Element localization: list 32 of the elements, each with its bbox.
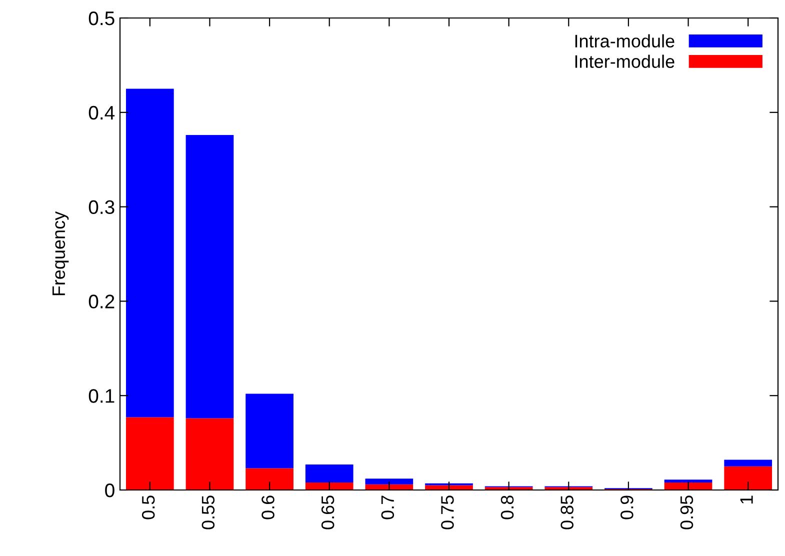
x-tick-label: 0.65: [321, 496, 334, 530]
bar: [305, 482, 354, 490]
legend-label: Inter-module: [575, 54, 674, 68]
bar: [186, 418, 234, 490]
y-tick-label: 0.4: [88, 106, 115, 120]
bar: [246, 394, 294, 468]
x-tick-label: 0.9: [620, 496, 634, 520]
bar: [126, 88, 174, 418]
bar: [305, 464, 354, 482]
x-tick-label: 0.85: [560, 496, 574, 530]
y-tick-label: 0: [105, 483, 114, 498]
x-tick-label: 0.75: [441, 496, 454, 530]
x-tick-label: 0.7: [381, 496, 394, 520]
bar: [126, 417, 174, 490]
x-tick-label: 0.5: [142, 496, 155, 520]
y-tick-label: 0.3: [88, 200, 114, 214]
x-tick-label: 0.6: [262, 496, 274, 520]
y-tick-label: 0.1: [88, 389, 114, 403]
x-tick-label: 0.95: [680, 496, 694, 530]
bar: [246, 468, 294, 490]
x-tick-label: 1: [740, 496, 753, 504]
y-tick-label: 0.2: [88, 294, 114, 308]
y-tick-label: 0.5: [88, 11, 114, 26]
bar: [724, 460, 772, 466]
y-axis-title: Frequency: [52, 211, 69, 296]
x-tick-label: 0.8: [500, 496, 514, 520]
bar: [664, 480, 712, 482]
legend-label: Intra-module: [575, 34, 674, 48]
bar: [365, 478, 414, 484]
x-tick-label: 0.55: [202, 496, 215, 530]
bar: [724, 466, 772, 490]
bar: [186, 135, 234, 418]
